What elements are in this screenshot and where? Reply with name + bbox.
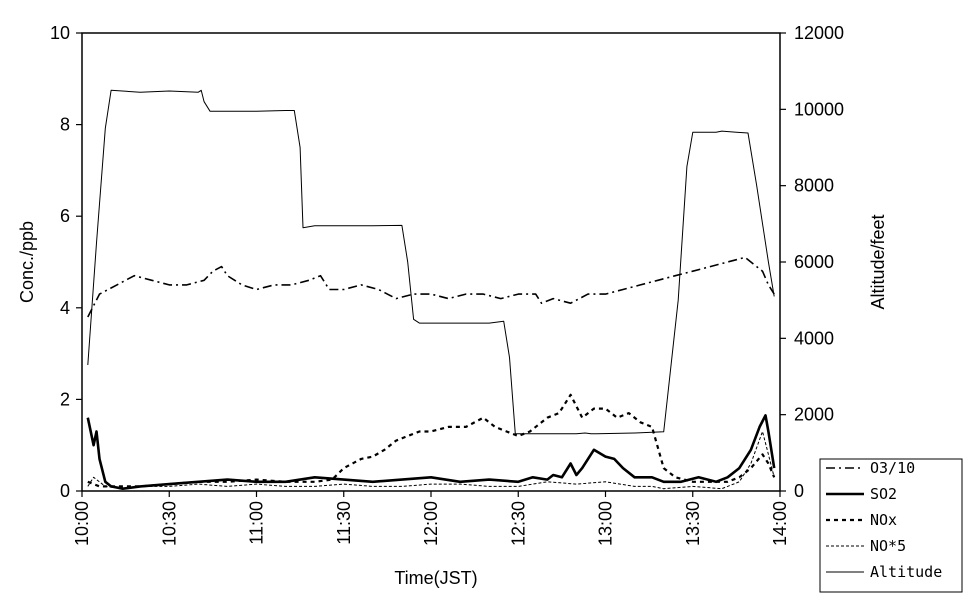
y-axis-left-title: Conc./ppb: [17, 221, 37, 303]
legend-box: [819, 458, 963, 593]
y2-tick-label: 0: [794, 481, 804, 501]
y2-tick-label: 2000: [794, 405, 834, 425]
y-axis-right-ticks: 0 2000 4000 6000 8000 10000 12000: [780, 23, 844, 501]
x-tick-label: 12:00: [421, 501, 441, 546]
legend: O3/10 SO2 NOx NO*5 Altitude: [819, 458, 963, 593]
legend-label-so2: SO2: [870, 485, 897, 503]
y-tick-label: 0: [60, 481, 70, 501]
y-axis-right-title: Altitude/feet: [868, 214, 888, 309]
series-line-altitude: [87, 89, 775, 435]
x-tick-label: 13:00: [596, 501, 616, 546]
series-line-nox: [87, 393, 776, 488]
y2-tick-label: 10000: [794, 99, 844, 119]
x-tick-label: 12:30: [508, 501, 528, 546]
y-tick-label: 10: [50, 23, 70, 43]
y-axis-left-ticks: 0 2 4 6 8 10: [50, 23, 82, 501]
legend-label-nox: NOx: [870, 511, 897, 529]
y-tick-label: 6: [60, 206, 70, 226]
x-axis-ticks: 10:00 10:30 11:00 11:30 12:00 12:30 13:00 13:30…: [72, 491, 790, 546]
x-axis-title: Time(JST): [394, 568, 477, 588]
y-tick-label: 2: [60, 389, 70, 409]
legend-label-altitude: Altitude: [870, 563, 942, 581]
y2-tick-label: 6000: [794, 252, 834, 272]
series-layer: [86, 89, 776, 491]
y2-tick-label: 12000: [794, 23, 844, 43]
legend-label-no-5: NO*5: [870, 537, 906, 555]
series-line-so2: [86, 414, 776, 491]
series-line-o3-10: [87, 256, 775, 318]
x-tick-label: 14:00: [770, 501, 790, 546]
y2-tick-label: 8000: [794, 176, 834, 196]
series-line-no-5: [87, 431, 775, 490]
y-tick-label: 4: [60, 298, 70, 318]
x-tick-label: 10:00: [72, 501, 92, 546]
y2-tick-label: 4000: [794, 328, 834, 348]
y-tick-label: 8: [60, 115, 70, 135]
x-tick-label: 13:30: [683, 501, 703, 546]
x-tick-label: 11:30: [334, 501, 354, 545]
legend-label-o3-10: O3/10: [870, 459, 915, 477]
x-tick-label: 11:00: [247, 501, 267, 545]
x-tick-label: 10:30: [159, 501, 179, 546]
